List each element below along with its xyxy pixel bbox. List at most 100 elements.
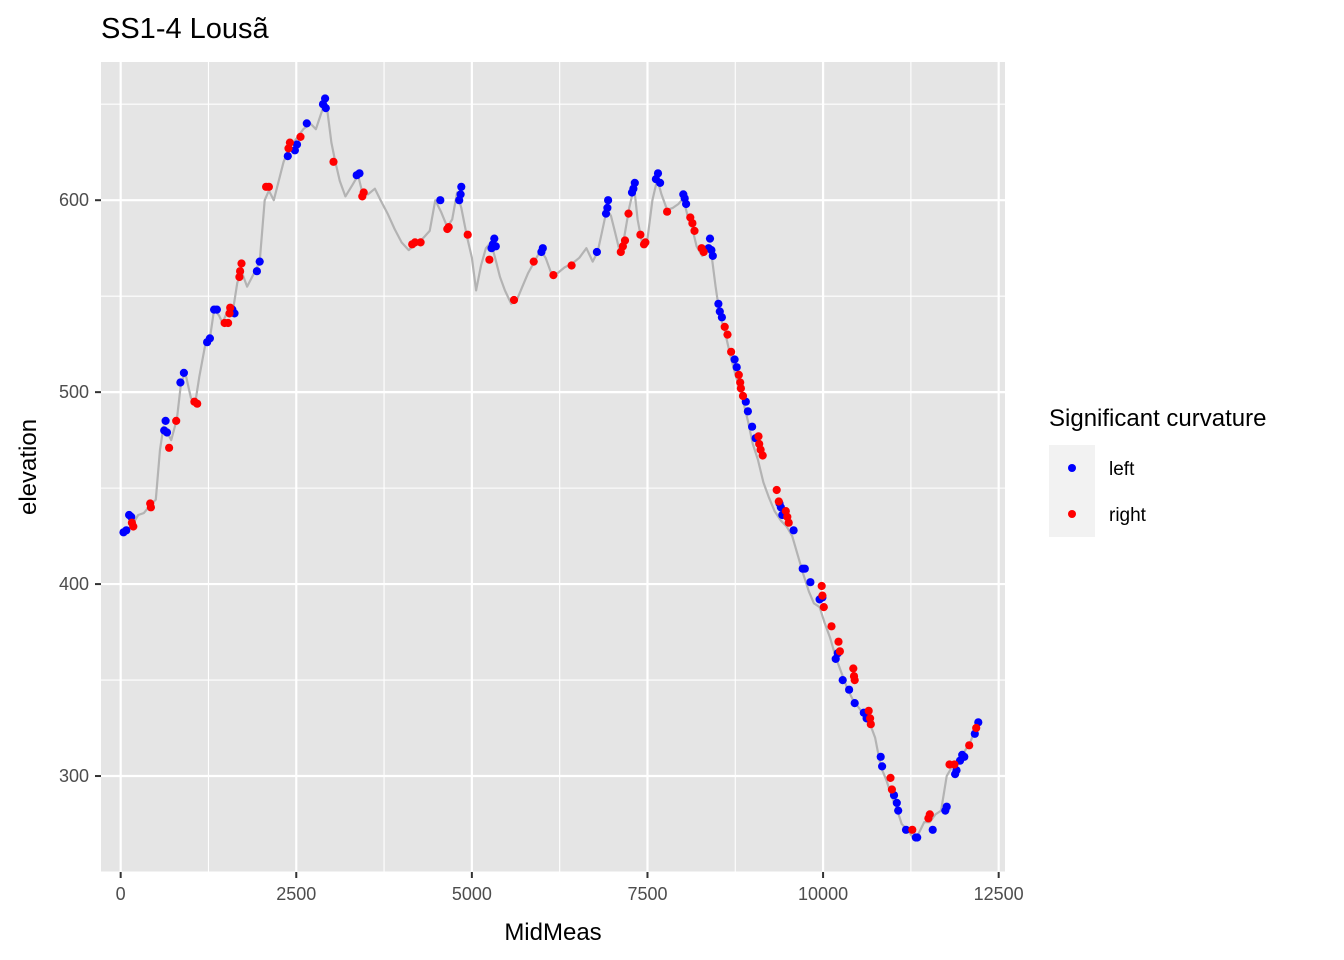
point-right <box>620 236 630 245</box>
point-right <box>641 238 650 247</box>
x-tick-label: 12500 <box>974 884 1024 904</box>
point-right <box>835 647 845 656</box>
x-axis: 0 2500 5000 7500 10000 12500 <box>116 872 1024 904</box>
point-right <box>908 825 917 834</box>
point-left <box>656 178 665 187</box>
point-left <box>838 676 847 685</box>
point-right <box>285 138 294 147</box>
point-left <box>800 564 809 573</box>
point-right <box>624 209 633 218</box>
point-right <box>165 443 174 452</box>
point-left <box>743 407 753 416</box>
legend-label-left: left <box>1109 459 1135 480</box>
point-right <box>567 261 576 270</box>
point-left <box>876 752 885 761</box>
plot-panel <box>101 62 1005 872</box>
point-left <box>850 699 859 708</box>
x-tick-label: 2500 <box>276 884 316 904</box>
point-right <box>699 247 708 257</box>
point-right <box>264 182 273 191</box>
grid-minor <box>101 62 1005 873</box>
point-right <box>226 303 235 312</box>
point-left <box>892 798 901 808</box>
point-right <box>925 810 934 819</box>
point-right <box>720 322 729 331</box>
point-right <box>236 267 245 276</box>
point-left <box>682 199 691 209</box>
x-tick-label: 0 <box>116 884 126 904</box>
point-right <box>866 720 875 729</box>
point-right <box>818 591 827 600</box>
point-right <box>485 255 494 264</box>
y-tick-label: 600 <box>59 190 89 210</box>
y-axis: 300 400 500 600 <box>59 190 101 786</box>
point-right <box>784 518 793 527</box>
point-left <box>913 833 922 842</box>
point-right <box>965 741 974 750</box>
point-right <box>416 238 425 247</box>
point-right <box>636 230 645 239</box>
point-left <box>179 368 188 377</box>
grid-major <box>101 62 1005 872</box>
point-right <box>723 330 732 339</box>
point-left <box>355 169 364 178</box>
point-right <box>736 384 746 393</box>
point-left <box>894 806 903 815</box>
point-left <box>942 802 951 811</box>
point-right <box>950 760 959 769</box>
point-right <box>296 132 305 141</box>
y-axis-label: elevation <box>15 419 42 515</box>
point-right <box>129 522 138 531</box>
point-right <box>549 271 558 280</box>
point-right <box>529 257 538 266</box>
point-left <box>205 334 214 343</box>
point-right <box>193 399 202 408</box>
point-left <box>162 428 172 437</box>
x-tick-label: 7500 <box>627 884 667 904</box>
point-right <box>690 226 699 235</box>
point-left <box>705 234 715 243</box>
point-right <box>509 295 519 305</box>
point-left <box>292 140 302 149</box>
point-left <box>592 247 602 257</box>
point-right <box>850 676 859 685</box>
point-left <box>456 190 465 199</box>
point-right <box>444 223 453 232</box>
point-left <box>457 182 466 191</box>
point-right <box>329 157 338 166</box>
legend-label-right: right <box>1109 505 1147 526</box>
point-left <box>490 234 499 243</box>
point-left <box>255 257 264 266</box>
legend: Significant curvature left right <box>1049 405 1266 537</box>
x-tick-label: 5000 <box>452 884 492 904</box>
point-right <box>172 416 181 425</box>
point-right <box>758 451 767 460</box>
point-right <box>819 603 828 612</box>
point-left <box>630 178 639 187</box>
point-left <box>717 313 727 322</box>
point-right <box>972 723 981 733</box>
point-left <box>604 196 613 205</box>
point-left <box>491 242 500 251</box>
point-right <box>827 622 836 631</box>
point-left <box>321 94 330 103</box>
point-right <box>849 664 858 673</box>
point-right <box>774 497 783 506</box>
point-left <box>960 752 969 761</box>
point-left <box>748 422 757 431</box>
point-left <box>436 196 445 205</box>
point-left <box>176 378 185 387</box>
point-left <box>603 203 612 212</box>
point-right <box>663 207 672 216</box>
point-right <box>887 785 897 794</box>
point-right <box>146 503 155 512</box>
point-left <box>212 305 221 314</box>
point-left <box>789 526 798 535</box>
point-left <box>928 825 937 834</box>
point-left <box>252 267 261 276</box>
point-right <box>734 370 743 379</box>
point-right <box>754 432 763 441</box>
point-left <box>730 355 739 364</box>
x-axis-label: MidMeas <box>504 919 601 946</box>
